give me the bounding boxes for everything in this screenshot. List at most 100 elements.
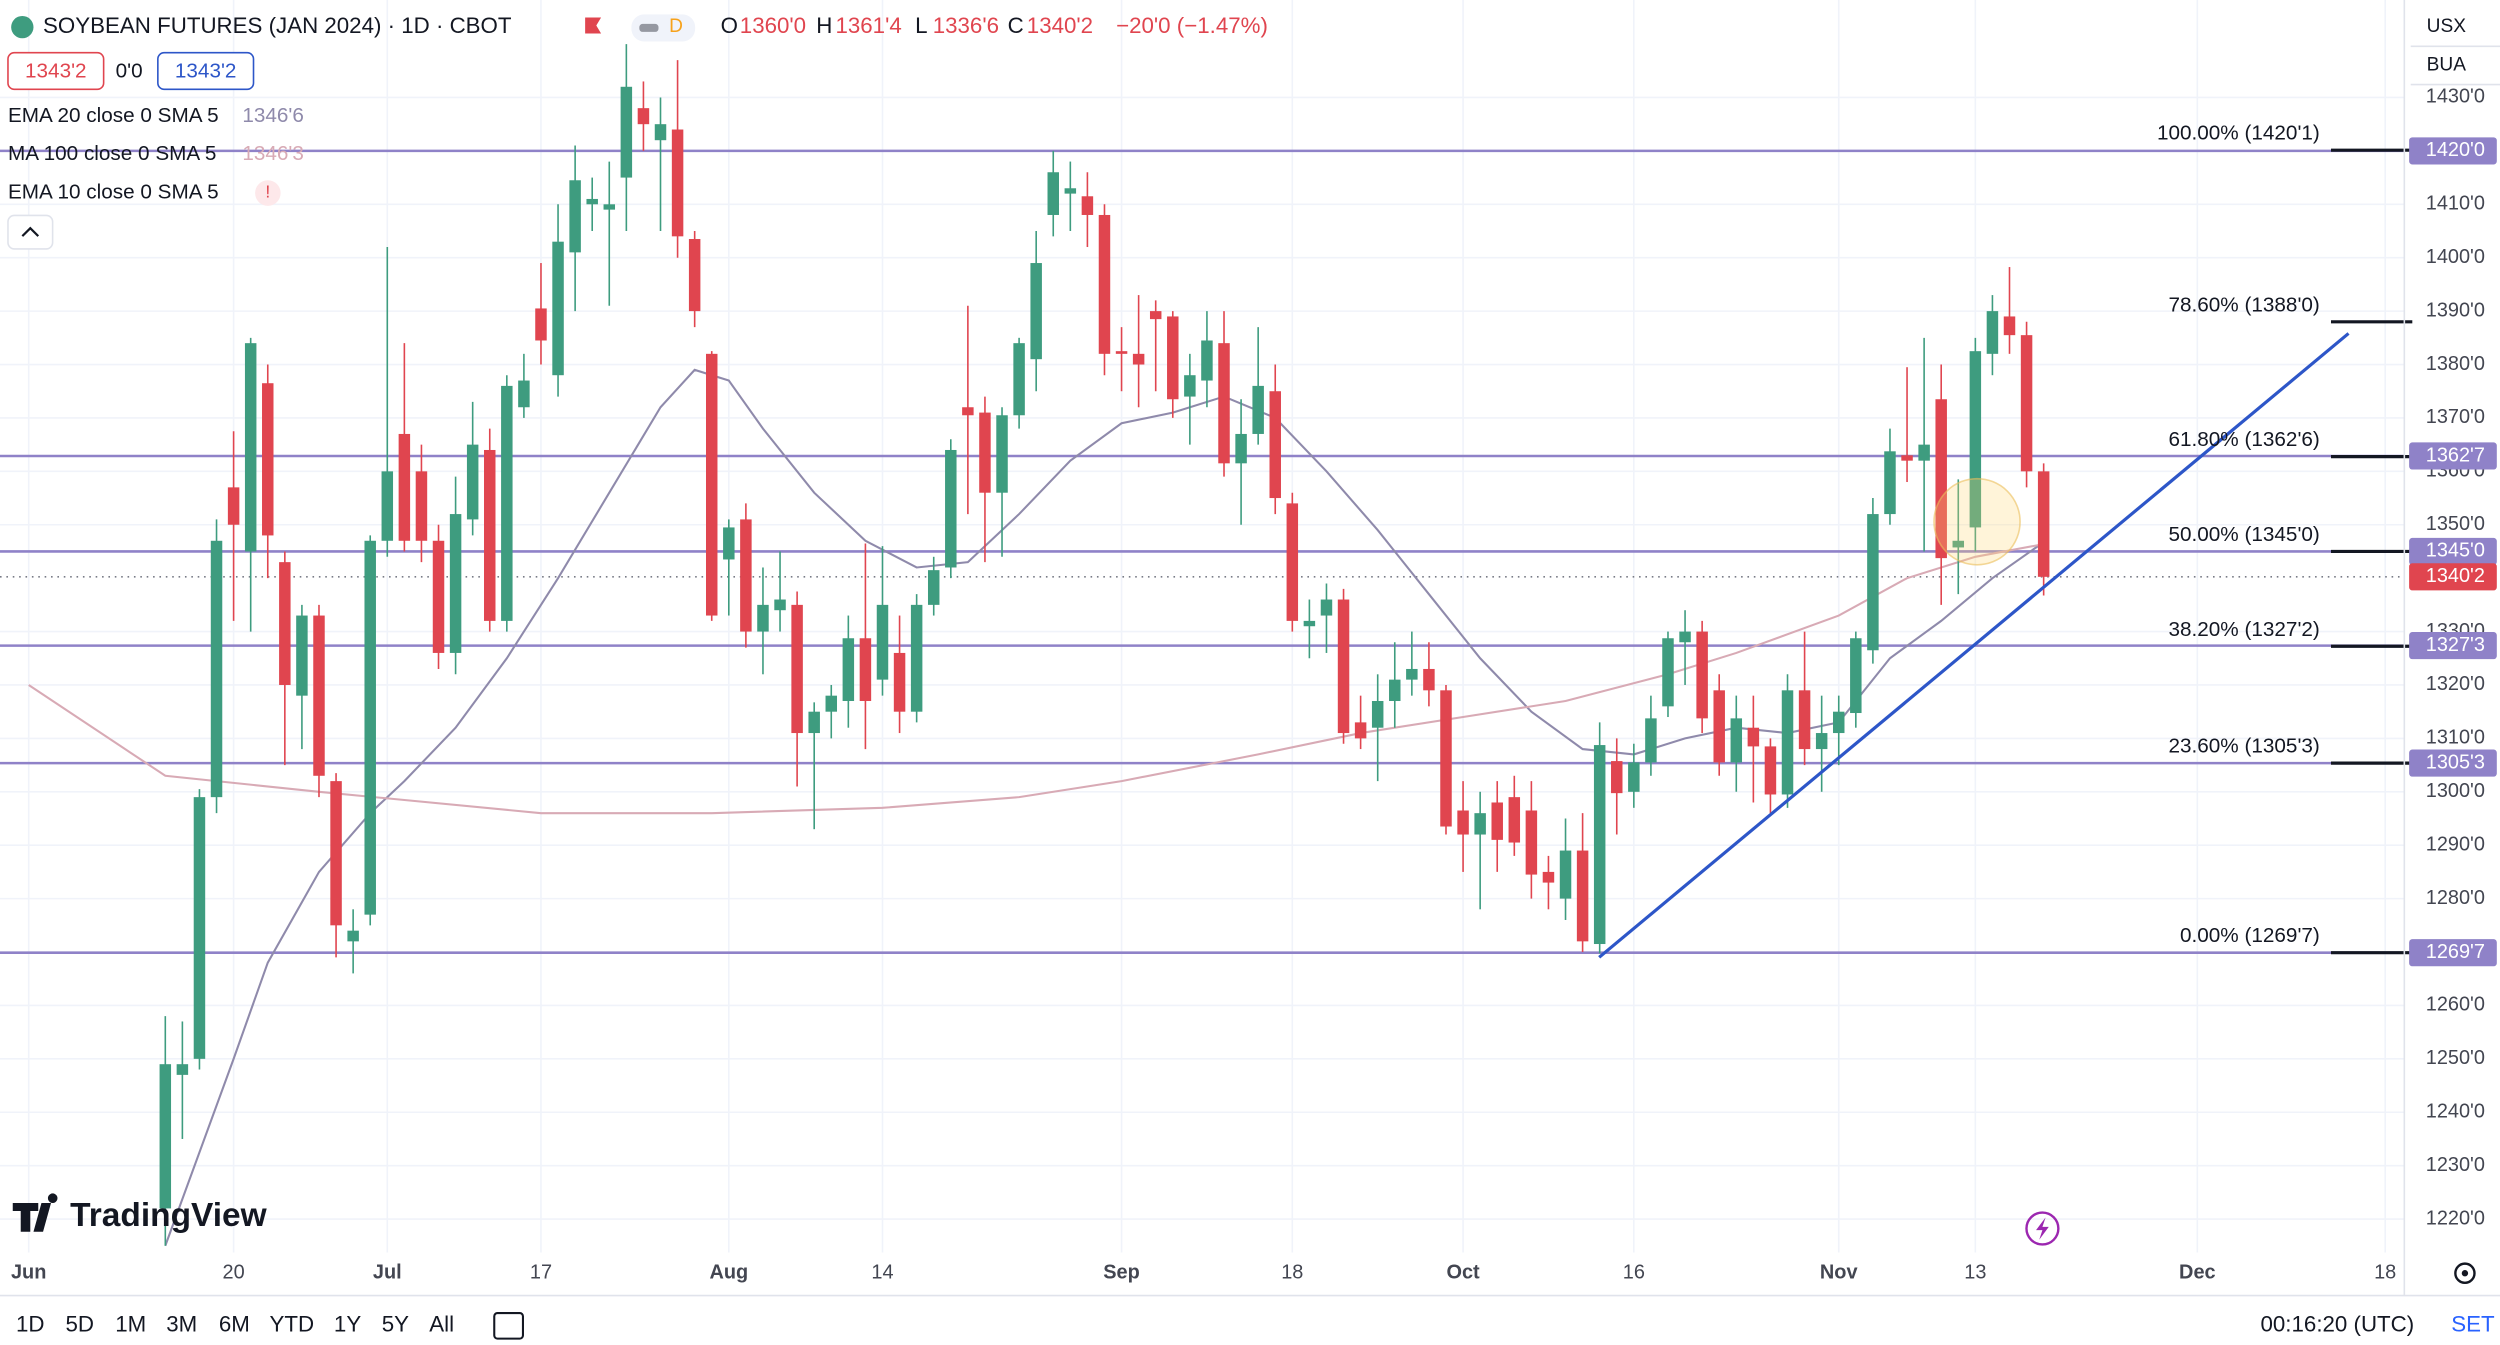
candle-body (501, 385, 513, 621)
level-badge (2409, 939, 2497, 967)
flag-icon[interactable] (585, 17, 602, 34)
range-button[interactable]: 5Y (382, 1312, 409, 1337)
y-tick-label: 1410'0 (2426, 193, 2485, 215)
candle-body (996, 415, 1008, 493)
candle-body (1132, 353, 1145, 365)
x-tick-label: Nov (1820, 1261, 1858, 1283)
candle-body (1662, 638, 1674, 707)
candle-body (1474, 813, 1486, 835)
candle-body (1371, 701, 1384, 728)
x-tick-label: Aug (709, 1261, 748, 1283)
candle-body (1747, 727, 1760, 747)
caret-icon (21, 226, 40, 237)
collapse-button[interactable] (7, 214, 54, 250)
candle-body (1850, 638, 1862, 714)
x-tick-label: Oct (1446, 1261, 1480, 1283)
candle-body (2003, 316, 2016, 336)
candle-body (1798, 690, 1811, 750)
fib-levels: 100.00% (1420'1) 78.60% (1388'0) 61.80% (1… (2157, 122, 2413, 955)
x-tick-label: 18 (2374, 1261, 2396, 1283)
lightning-icon (2036, 1217, 2049, 1240)
candle-body (1218, 343, 1230, 464)
candle-body (1815, 733, 1828, 750)
level-badge (2409, 442, 2497, 470)
indicator-value: 1346'3 (242, 142, 304, 165)
candle-body (1645, 718, 1657, 763)
range-button[interactable]: YTD (269, 1312, 314, 1337)
candle-body (1884, 451, 1896, 515)
y-tick-label: 1240'0 (2426, 1101, 2485, 1123)
ohlc-key: C (1008, 13, 1024, 38)
candle-body (1337, 599, 1350, 734)
y-tick-label: 1430'0 (2426, 86, 2485, 108)
fib-label: 61.80% (1362'6) (2168, 428, 2319, 451)
level-badge-label: 1327'3 (2426, 634, 2485, 656)
candle-body (159, 1064, 172, 1209)
candle-body (1491, 802, 1503, 840)
logo-text: TradingView (70, 1197, 268, 1234)
chart-title: SOYBEAN FUTURES (JAN 2024) · 1D · CBOT (43, 13, 512, 38)
candle-body (637, 108, 650, 125)
currency-box[interactable] (2410, 9, 2497, 45)
candle-body (603, 204, 616, 210)
clock: 00:16:20 (UTC) (2261, 1312, 2415, 1337)
fib-label: 50.00% (1345'0) (2168, 523, 2319, 546)
candle-body (1559, 850, 1572, 899)
y-tick-label: 1290'0 (2426, 833, 2485, 855)
candle-body (569, 180, 581, 253)
range-button[interactable]: 1Y (334, 1312, 361, 1337)
candle-body (1833, 711, 1845, 734)
range-button[interactable]: 6M (219, 1312, 250, 1337)
settings-button[interactable] (2454, 1262, 2476, 1284)
range-button[interactable]: 3M (166, 1312, 197, 1337)
symbol-icon (11, 15, 34, 39)
fib-label: 0.00% (1269'7) (2180, 924, 2320, 947)
ohlc-value: 1336'6 (933, 13, 999, 38)
candle-body (1184, 375, 1196, 397)
x-tick-label: Dec (2179, 1261, 2216, 1283)
candle-body (1303, 620, 1316, 627)
candle-body (1901, 455, 1913, 461)
candle-body (757, 604, 769, 632)
range-toolbar: 1D 5D 1M 3M 6M YTD 1Y 5Y All (16, 1312, 454, 1337)
indicator-name: EMA 20 close 0 SMA 5 (8, 104, 219, 127)
candle-body (1696, 631, 1708, 719)
bid-box[interactable] (7, 51, 105, 91)
ohlc-key: O (721, 13, 738, 38)
candle-body (552, 241, 564, 376)
ohlc-key: H (816, 13, 832, 38)
highlight-circle (1933, 477, 2021, 566)
unit: BUA (2427, 54, 2467, 75)
candle-body (1423, 668, 1435, 691)
ohlc-value: 1361'4 (835, 13, 901, 38)
candle-body (1252, 385, 1264, 434)
candle-body (176, 1064, 189, 1075)
ask-box[interactable] (157, 51, 255, 91)
candle-body (296, 615, 308, 696)
settings-link[interactable]: SET (2451, 1312, 2495, 1337)
lightning-button[interactable] (2025, 1211, 2060, 1246)
candle-body (1235, 433, 1247, 464)
change: −20'0 (−1.47%) (1116, 13, 1268, 38)
currency: USX (2427, 16, 2467, 37)
y-tick-label: 1230'0 (2426, 1154, 2485, 1176)
candle-body (1542, 871, 1555, 883)
candles (159, 44, 2050, 1246)
price-axis: 1430'01410'01400'01390'01380'01370'01360… (2409, 86, 2497, 1229)
candle-body (330, 781, 342, 926)
candle-body (893, 652, 906, 712)
candle-body (774, 599, 786, 611)
candle-body (1935, 399, 1947, 559)
range-button[interactable]: 1D (16, 1312, 45, 1337)
candle-body (723, 527, 735, 560)
candle-body (244, 343, 257, 552)
range-button[interactable]: 1M (115, 1312, 146, 1337)
candle-body (1611, 761, 1623, 794)
range-button[interactable]: All (429, 1312, 454, 1337)
y-tick-label: 1350'0 (2426, 513, 2485, 535)
candle-body (398, 433, 411, 541)
ask: 1343'2 (175, 59, 237, 82)
calendar-button[interactable] (493, 1312, 524, 1340)
candle-body (705, 353, 718, 616)
range-button[interactable]: 5D (65, 1312, 94, 1337)
